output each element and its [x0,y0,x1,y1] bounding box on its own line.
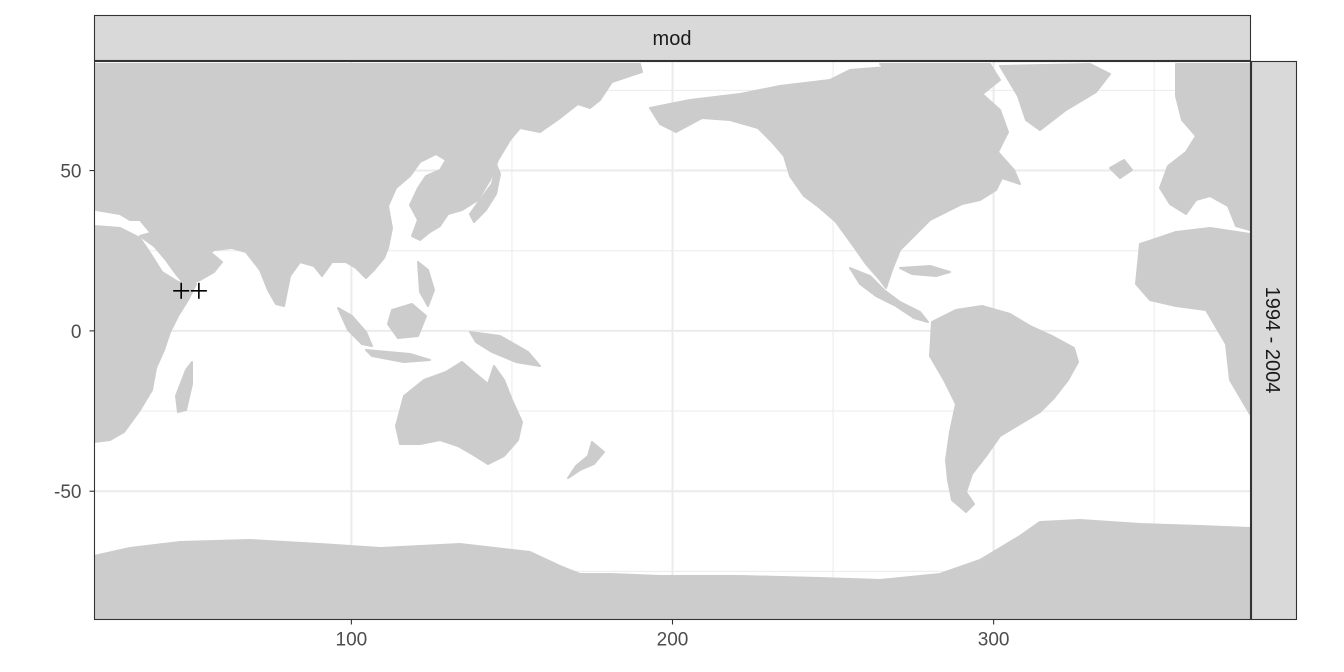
x-tick-label: 300 [978,630,1010,651]
row-strip: 1994 - 2004 [1250,60,1298,621]
land-layer [94,63,1251,620]
land-south-america [929,305,1079,513]
x-tick-label: 200 [657,630,689,651]
land-africa [94,225,197,443]
point-markers [173,282,207,299]
row-strip-label: 1994 - 2004 [1261,287,1283,394]
land-java [365,349,431,363]
land-borneo [387,303,427,339]
y-tick-label: 50 [60,162,81,183]
land-antarctica [94,519,1251,620]
y-tick-label: -50 [54,482,81,503]
land-philippines [417,261,435,307]
axes: 100 200 300 50 0 -50 [54,162,1009,651]
land-madagascar [175,361,193,413]
land-greenland [999,63,1111,131]
land-iceland [1109,159,1133,179]
land-arabia [139,227,223,287]
land-new-zealand [567,441,605,479]
land-sumatra [337,307,373,347]
land-new-guinea [469,331,541,367]
land-arctic-islands [879,63,1001,97]
point-marker [173,282,190,299]
x-tick-label: 100 [336,630,368,651]
land-africa-east-edge [1135,227,1251,415]
land-europe-west [1159,63,1251,231]
land-japan [469,163,501,223]
point-marker [190,282,207,299]
column-strip: mod [93,14,1252,62]
land-australia [395,361,523,465]
y-tick-label: 0 [71,322,82,343]
land-central-america [849,267,929,323]
land-caribbean [899,265,951,277]
column-strip-label: mod [653,28,692,50]
map-panel [93,60,1252,621]
